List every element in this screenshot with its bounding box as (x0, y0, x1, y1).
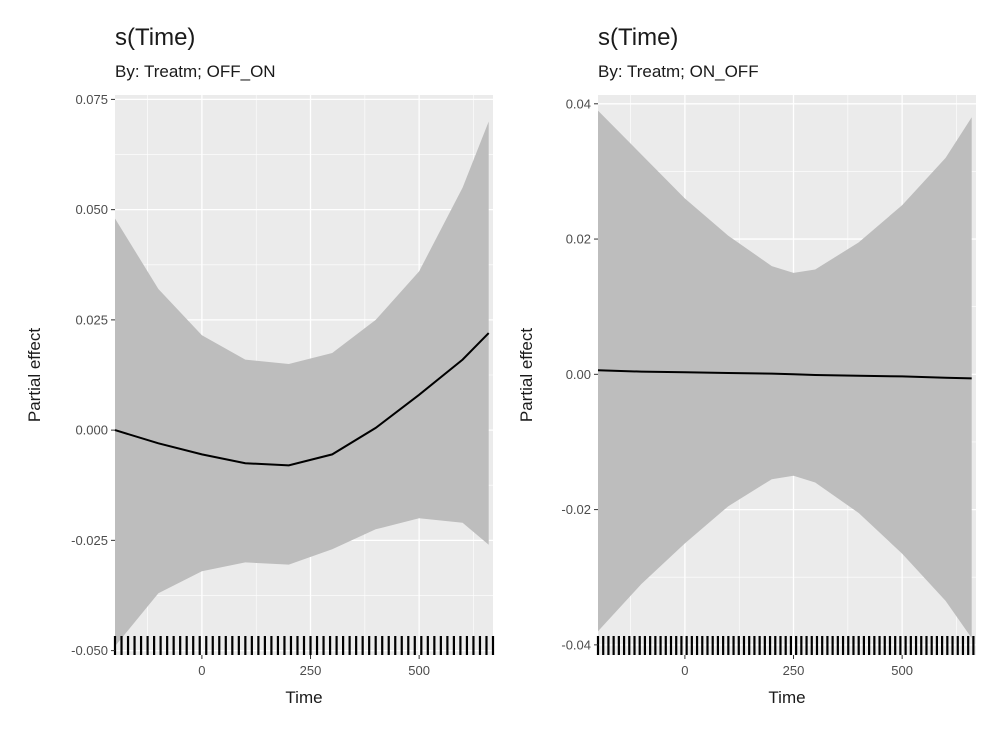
x-axis-title: Time (285, 688, 322, 707)
y-tick-label: 0.00 (566, 367, 591, 382)
rug-marks (596, 636, 975, 655)
y-tick-label: 0.075 (75, 92, 108, 107)
confidence-band (115, 121, 489, 647)
y-tick-label: -0.02 (561, 502, 591, 517)
chart-subtitle: By: Treatm; ON_OFF (598, 62, 759, 81)
y-tick-label: 0.04 (566, 96, 591, 111)
chart-title: s(Time) (598, 24, 678, 51)
y-tick-label: 0.025 (75, 312, 108, 327)
x-axis-title: Time (768, 688, 805, 707)
y-tick-label: -0.025 (71, 533, 108, 548)
y-tick-label: -0.04 (561, 637, 591, 652)
rug-marks (113, 636, 495, 655)
chart-panel-1: s(Time) By: Treatm; OFF_ON -0.050 -0.025 0.0… (25, 24, 495, 707)
y-tick-label: 0.02 (566, 232, 591, 247)
chart-subtitle: By: Treatm; OFF_ON (115, 62, 276, 81)
chart-title: s(Time) (115, 24, 195, 51)
x-tick-label: 0 (681, 663, 688, 678)
smooth-line (114, 332, 490, 467)
y-axis-title: Partial effect (517, 328, 536, 422)
y-tick-label: 0.000 (75, 423, 108, 438)
x-tick-label: 250 (300, 663, 322, 678)
y-axis-title: Partial effect (25, 328, 44, 422)
x-tick-label: 250 (783, 663, 805, 678)
smooth-line (597, 369, 972, 380)
x-tick-label: 500 (891, 663, 913, 678)
x-tick-label: 500 (408, 663, 430, 678)
chart-panel-2: s(Time) By: Treatm; ON_OFF -0.04 -0.02 0.00 0… (517, 24, 976, 707)
x-tick-label: 0 (198, 663, 205, 678)
y-tick-label: -0.050 (71, 643, 108, 658)
y-tick-label: 0.050 (75, 202, 108, 217)
